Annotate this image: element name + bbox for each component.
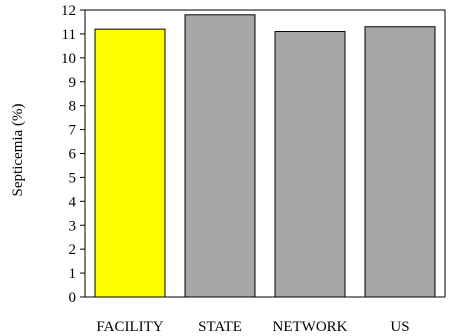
y-tick-label: 2 [69, 242, 77, 258]
category-labels-group: FACILITY STATE NETWORK US [96, 319, 409, 335]
plot-frame [84, 9, 446, 298]
y-tick-label: 11 [62, 27, 76, 43]
y-tick-label: 10 [61, 51, 76, 67]
y-tick-label: 6 [69, 147, 77, 163]
y-tick-label: 8 [69, 99, 77, 115]
y-tick-label: 0 [69, 290, 77, 306]
bar-network [274, 31, 346, 298]
category-label-network: NETWORK [273, 319, 348, 335]
y-tick-label: 9 [69, 75, 77, 91]
y-tick-label: 3 [69, 218, 77, 234]
y-tick-label: 4 [69, 194, 77, 210]
y-tick-label: 7 [69, 123, 77, 139]
bars-group [94, 14, 436, 298]
bar-us [364, 26, 436, 298]
y-tick-label: 1 [69, 266, 77, 282]
y-tick-label: 12 [61, 3, 76, 19]
bar-facility [94, 28, 166, 298]
category-label-state: STATE [198, 319, 242, 335]
y-tick-label: 5 [69, 170, 77, 186]
category-label-facility: FACILITY [96, 319, 163, 335]
bar-state [184, 14, 256, 298]
y-axis-title: Septicemia (%) [10, 104, 26, 197]
category-label-us: US [390, 319, 409, 335]
